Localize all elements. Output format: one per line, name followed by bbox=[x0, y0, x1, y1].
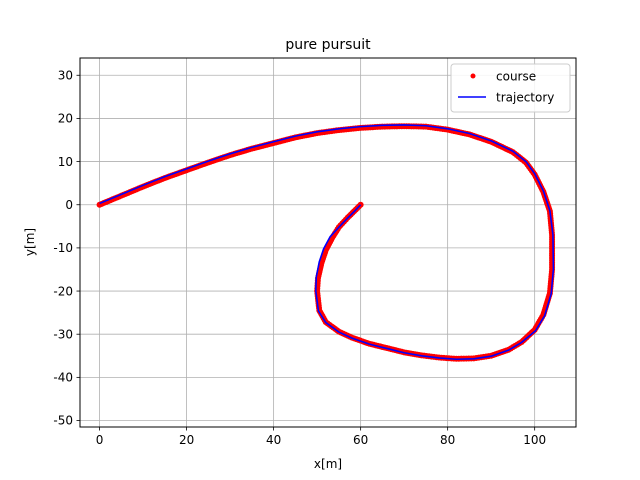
series-layer bbox=[96, 123, 556, 362]
axis-ticks: 0 20 40 60 80 100 -50 -40 -30 -20 -10 0 10 20 30 bbox=[53, 68, 546, 447]
legend-course-label: course bbox=[496, 70, 536, 84]
y-tick-label: -20 bbox=[53, 284, 73, 298]
y-tick-label: -30 bbox=[53, 327, 73, 341]
y-tick-label: 10 bbox=[58, 155, 73, 169]
legend-course-marker bbox=[470, 73, 476, 79]
y-tick-label: -50 bbox=[53, 414, 73, 428]
legend-trajectory-label: trajectory bbox=[496, 91, 554, 105]
x-axis-label: x[m] bbox=[314, 457, 342, 471]
x-tick-label: 40 bbox=[266, 433, 281, 447]
y-tick-label: 20 bbox=[58, 112, 73, 126]
chart-title: pure pursuit bbox=[285, 37, 371, 53]
x-tick-label: 100 bbox=[523, 433, 546, 447]
x-tick-label: 20 bbox=[179, 433, 194, 447]
x-tick-label: 60 bbox=[353, 433, 368, 447]
x-tick-label: 80 bbox=[440, 433, 455, 447]
y-tick-label: -40 bbox=[53, 371, 73, 385]
y-axis-label: y[m] bbox=[23, 228, 37, 256]
series-trajectory-line bbox=[99, 124, 555, 361]
y-tick-label: 0 bbox=[65, 198, 73, 212]
legend: course trajectory bbox=[450, 63, 571, 113]
y-tick-label: -10 bbox=[53, 241, 73, 255]
y-tick-label: 30 bbox=[58, 68, 73, 82]
legend-box bbox=[450, 63, 571, 113]
axes-frame bbox=[79, 57, 577, 428]
x-tick-label: 0 bbox=[96, 433, 104, 447]
